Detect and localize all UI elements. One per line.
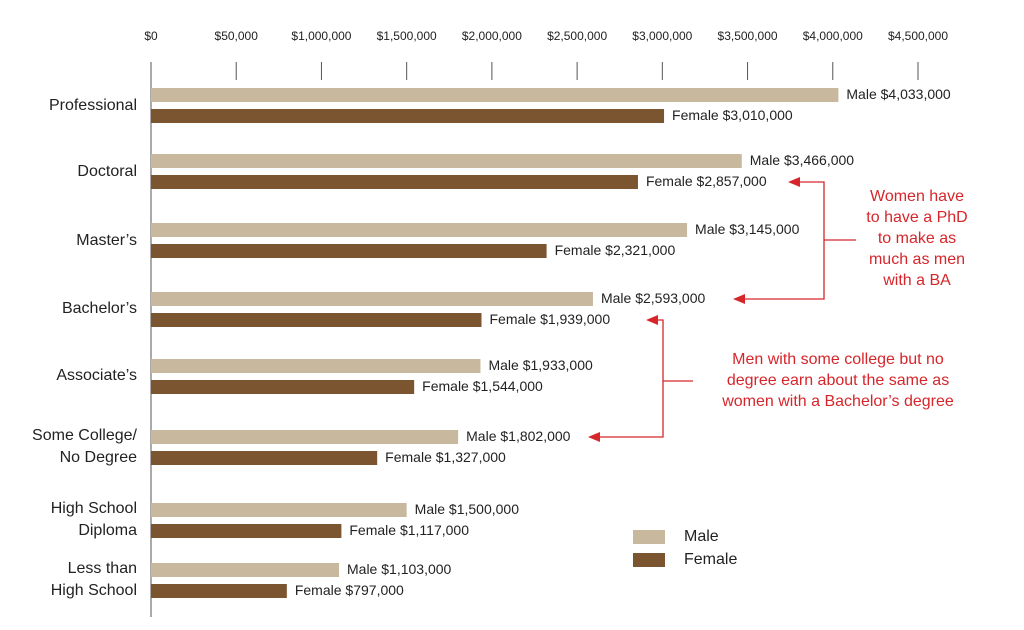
bar [151, 359, 481, 373]
arrowhead [588, 432, 600, 442]
label-series: Male [466, 428, 497, 444]
x-tick-label: $2,000,000 [462, 29, 522, 43]
label-series: Male [415, 501, 446, 517]
x-tick-label: $0 [144, 29, 158, 43]
label-value: $1,802,000 [500, 428, 570, 444]
label-value: $4,033,000 [881, 86, 951, 102]
label-value: $3,145,000 [729, 221, 799, 237]
label-value: $797,000 [345, 582, 404, 598]
data-label: Female $3,010,000 [672, 107, 793, 123]
label-series: Female [385, 449, 432, 465]
legend-swatch [633, 553, 665, 567]
category-label: Less than High School [51, 560, 137, 599]
data-label: Male $3,145,000 [695, 221, 800, 237]
data-label: Female $2,321,000 [555, 242, 676, 258]
label-value: $1,117,000 [400, 522, 469, 538]
legend-label: Female [684, 551, 737, 568]
data-label: Male $3,466,000 [750, 152, 855, 168]
label-value: $2,593,000 [635, 290, 705, 306]
label-value: $3,010,000 [723, 107, 793, 123]
arrowhead [646, 315, 658, 325]
annotation: Women have to have a PhD to make as much as… [866, 188, 967, 289]
label-series: Female [555, 242, 602, 258]
category-label: High School Diploma [51, 500, 137, 539]
category-label: Bachelor’s [62, 300, 137, 317]
label-series: Male [846, 86, 877, 102]
bar [151, 175, 638, 189]
label-value: $2,857,000 [697, 173, 767, 189]
label-value: $1,544,000 [473, 378, 543, 394]
data-label: Male $1,802,000 [466, 428, 571, 444]
bar [151, 380, 415, 394]
x-tick-label: $2,500,000 [547, 29, 607, 43]
bracket [745, 181, 825, 300]
category-label: Doctoral [77, 163, 137, 180]
arrowhead [788, 177, 800, 187]
label-series: Male [695, 221, 726, 237]
label-value: $1,933,000 [523, 357, 593, 373]
bar [151, 154, 742, 168]
data-label: Female $2,857,000 [646, 173, 767, 189]
label-value: $2,321,000 [605, 242, 675, 258]
bar [151, 524, 342, 538]
category-label: Associate’s [56, 367, 137, 384]
x-tick-label: $1,500,000 [377, 29, 437, 43]
bar [151, 313, 482, 327]
data-label: Male $1,500,000 [415, 501, 520, 517]
x-tick-label: $1,000,000 [291, 29, 351, 43]
label-series: Female [672, 107, 719, 123]
data-label: Male $4,033,000 [846, 86, 951, 102]
label-value: $1,939,000 [540, 311, 610, 327]
bar [151, 563, 340, 577]
label-series: Female [422, 378, 469, 394]
annotation-brackets [600, 181, 856, 438]
label-value: $1,500,000 [449, 501, 519, 517]
annotation: Men with some college but no degree earn … [721, 351, 954, 410]
label-value: $1,103,000 [381, 561, 451, 577]
label-value: $1,327,000 [436, 449, 506, 465]
x-tick-label: $50,000 [215, 29, 259, 43]
arrowheads [588, 177, 800, 442]
x-tick-label: $3,500,000 [718, 29, 778, 43]
bar [151, 244, 547, 258]
bar [151, 109, 665, 123]
label-series: Male [347, 561, 378, 577]
data-label: Female $1,117,000 [349, 522, 469, 538]
label-series: Female [646, 173, 693, 189]
legend-label: Male [684, 528, 719, 545]
bar [151, 223, 688, 237]
bar [151, 503, 407, 517]
category-label: Professional [49, 97, 137, 114]
bar [151, 292, 593, 306]
label-series: Female [295, 582, 342, 598]
category-label: Some College/No Degree [32, 427, 138, 466]
data-label: Female $1,327,000 [385, 449, 506, 465]
bar [151, 88, 839, 102]
x-tick-label: $4,000,000 [803, 29, 863, 43]
data-label: Male $1,933,000 [488, 357, 593, 373]
legend-swatch [633, 530, 665, 544]
data-label: Male $2,593,000 [601, 290, 706, 306]
label-series: Male [750, 152, 781, 168]
arrowhead [733, 294, 745, 304]
data-label: Female $797,000 [295, 582, 404, 598]
data-label: Male $1,103,000 [347, 561, 452, 577]
data-label: Female $1,939,000 [489, 311, 610, 327]
bar [151, 584, 287, 598]
label-series: Male [488, 357, 519, 373]
category-label: Master’s [76, 232, 137, 249]
label-series: Female [349, 522, 396, 538]
bar [151, 430, 459, 444]
label-series: Female [489, 311, 536, 327]
label-series: Male [601, 290, 632, 306]
label-value: $3,466,000 [784, 152, 854, 168]
x-tick-label: $4,500,000 [888, 29, 948, 43]
x-tick-label: $3,000,000 [632, 29, 692, 43]
bracket [600, 319, 664, 438]
data-label: Female $1,544,000 [422, 378, 543, 394]
bar [151, 451, 378, 465]
